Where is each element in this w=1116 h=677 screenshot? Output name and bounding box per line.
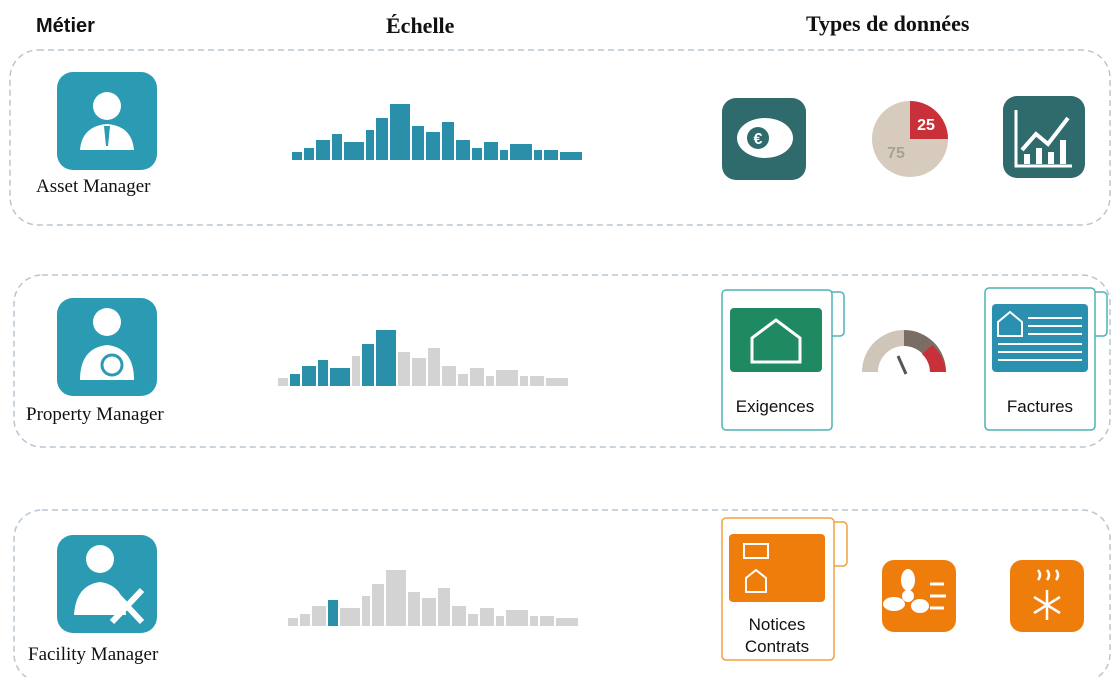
building — [556, 618, 578, 626]
building — [540, 616, 554, 626]
header-types: Types de données — [806, 11, 970, 36]
building — [506, 610, 528, 626]
gauge-icon — [862, 330, 946, 374]
chart-icon — [1003, 96, 1085, 178]
building — [332, 134, 342, 160]
building — [458, 374, 468, 386]
pie-label: 75 — [887, 145, 905, 162]
building — [372, 584, 384, 626]
building — [452, 606, 466, 626]
role-label: Facility Manager — [28, 644, 159, 665]
building — [496, 616, 504, 626]
pie-label: 25 — [917, 117, 935, 134]
building — [472, 148, 482, 160]
building — [362, 596, 370, 626]
building — [412, 126, 424, 160]
building — [428, 348, 440, 386]
building — [438, 588, 450, 626]
building — [300, 614, 310, 626]
building — [408, 592, 420, 626]
invoices-card: Factures — [985, 288, 1107, 430]
role-label: Asset Manager — [36, 176, 151, 197]
building — [546, 378, 568, 386]
building — [344, 142, 364, 160]
building — [560, 152, 582, 160]
requirements-card: Exigences — [722, 290, 844, 430]
finance-icon: € — [722, 98, 806, 180]
card-label: Notices — [749, 615, 806, 634]
building — [442, 366, 456, 386]
building — [486, 376, 494, 386]
building — [318, 360, 328, 386]
building — [520, 376, 528, 386]
building — [376, 118, 388, 160]
row-box — [14, 275, 1110, 447]
city-scales — [278, 104, 582, 626]
hvac-icon — [1010, 560, 1084, 632]
building — [470, 368, 484, 386]
building — [456, 140, 470, 160]
building — [292, 152, 302, 160]
persona-icon — [57, 298, 157, 396]
persona-icon — [57, 72, 157, 170]
persona-icon — [57, 535, 157, 633]
building — [362, 344, 374, 386]
building — [530, 616, 538, 626]
card-label: Exigences — [736, 397, 814, 416]
diagram: Métier Échelle Types de données Asset Ma… — [0, 0, 1116, 677]
building — [376, 330, 396, 386]
building — [442, 122, 454, 160]
building — [500, 150, 508, 160]
building — [352, 356, 360, 386]
ventilation-icon — [882, 560, 956, 632]
building — [534, 150, 542, 160]
building — [366, 130, 374, 160]
building — [328, 600, 338, 626]
building — [398, 352, 410, 386]
role-label: Property Manager — [26, 404, 164, 425]
building — [316, 140, 330, 160]
building — [386, 570, 406, 626]
building — [312, 606, 326, 626]
building — [412, 358, 426, 386]
building — [484, 142, 498, 160]
building — [496, 370, 518, 386]
building — [302, 366, 316, 386]
building — [390, 104, 410, 160]
card-label: Factures — [1007, 397, 1073, 416]
notices-card: Notices Contrats — [722, 518, 847, 660]
building — [510, 144, 532, 160]
building — [480, 608, 494, 626]
building — [530, 376, 544, 386]
header-scale: Échelle — [386, 13, 455, 38]
building — [290, 374, 300, 386]
svg-text:€: € — [754, 131, 763, 148]
building — [330, 368, 350, 386]
building — [278, 378, 288, 386]
building — [422, 598, 436, 626]
pie-icon: 25 75 — [872, 101, 948, 177]
card-label: Contrats — [745, 637, 809, 656]
header-role: Métier — [36, 15, 95, 37]
building — [304, 148, 314, 160]
building — [340, 608, 360, 626]
building — [468, 614, 478, 626]
building — [544, 150, 558, 160]
building — [426, 132, 440, 160]
building — [288, 618, 298, 626]
